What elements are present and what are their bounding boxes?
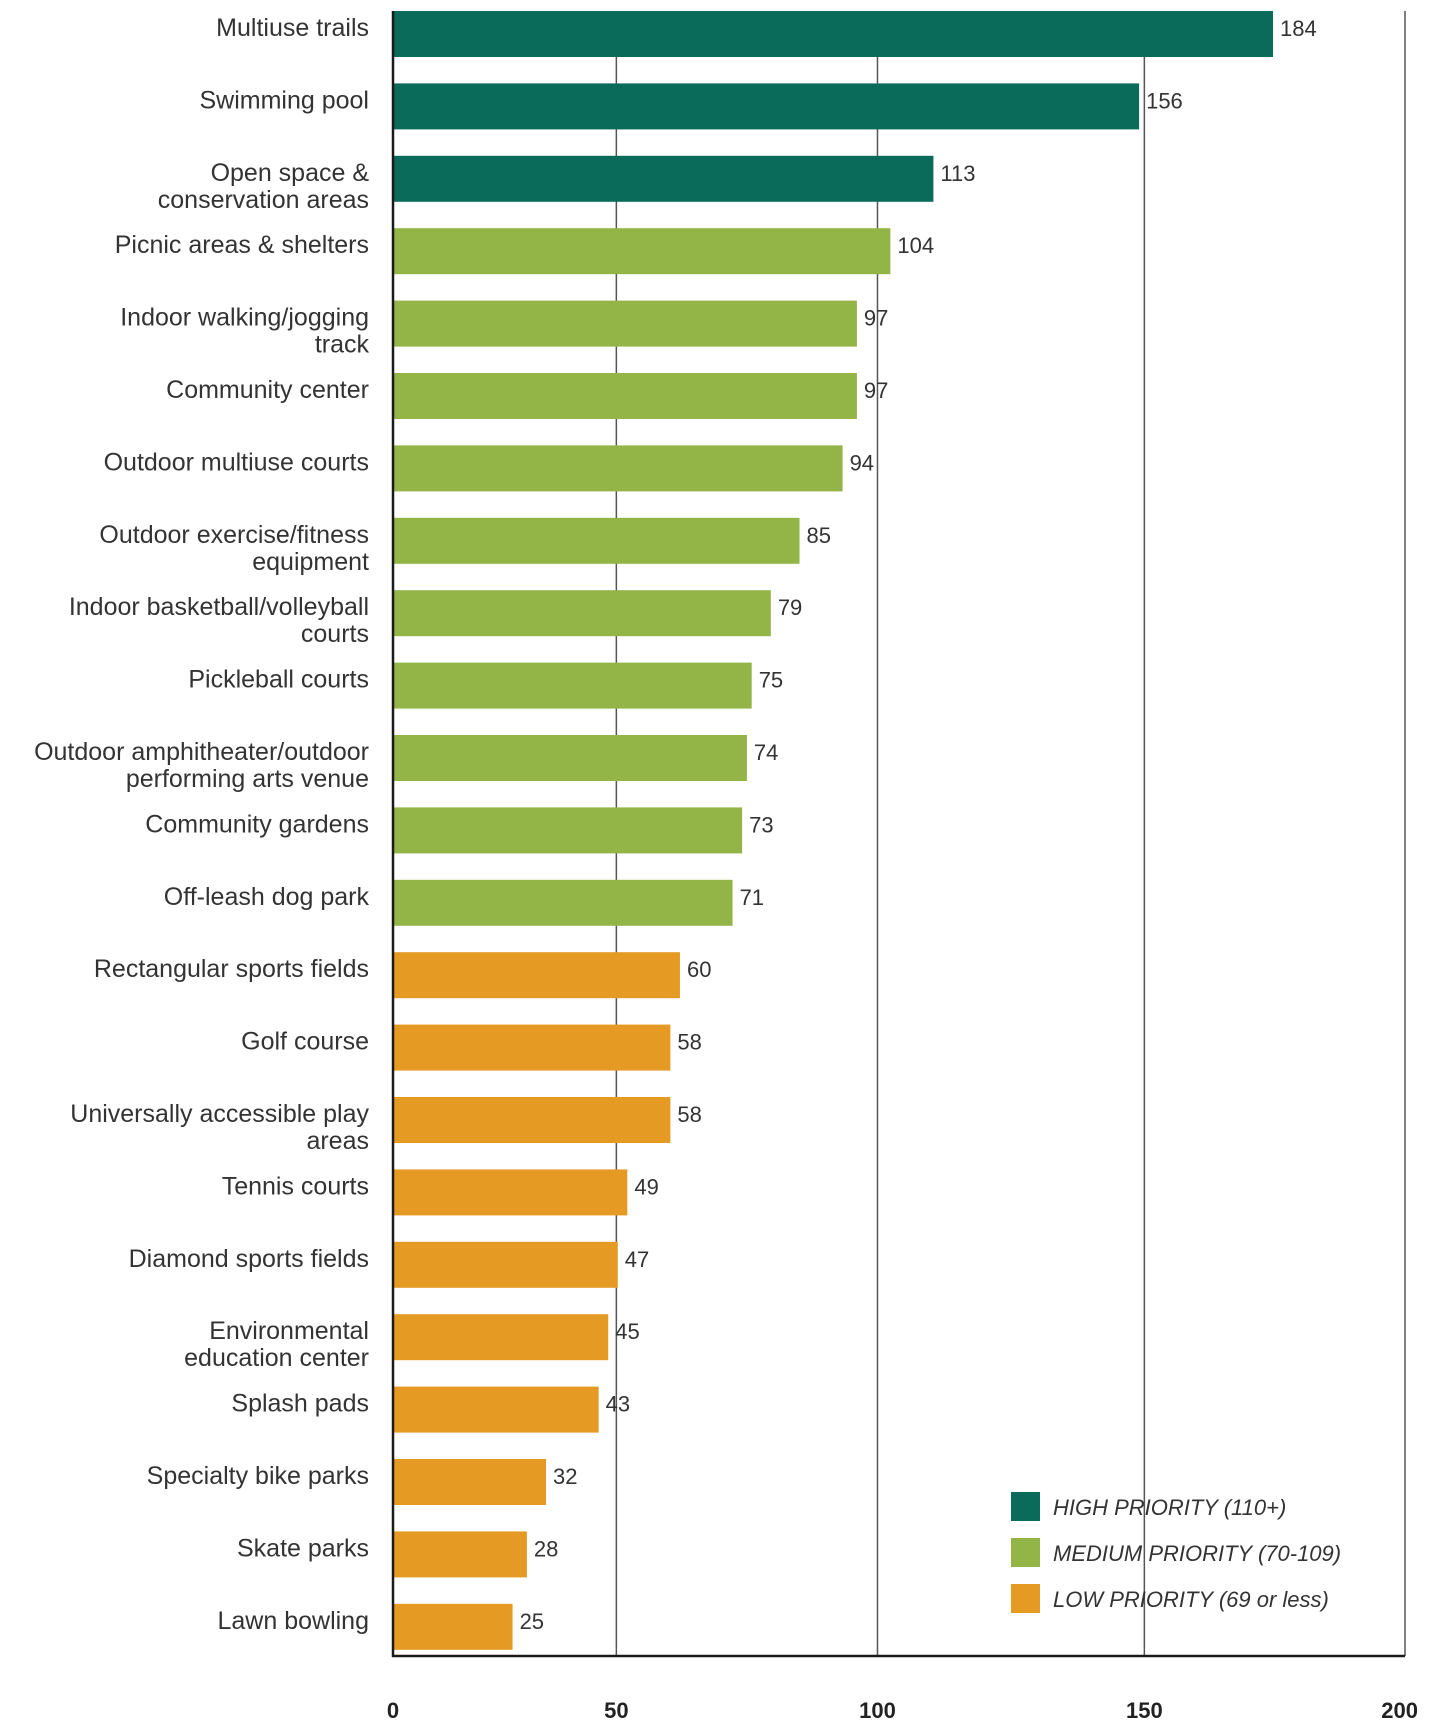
bar-19 — [393, 1314, 609, 1361]
value-label-20: 43 — [606, 1392, 630, 1417]
value-label-6: 97 — [864, 378, 888, 403]
category-label-21: Specialty bike parks — [147, 1462, 369, 1490]
legend-label-high: HIGH PRIORITY (110+) — [1053, 1495, 1286, 1520]
value-label-18: 47 — [625, 1247, 649, 1272]
bar-1 — [393, 11, 1273, 57]
category-label-20: Splash pads — [231, 1390, 369, 1418]
value-label-14: 60 — [687, 957, 711, 982]
bar-20 — [393, 1386, 599, 1433]
category-label-16: Universally accessible play areas — [70, 1100, 369, 1155]
category-label-2: Swimming pool — [199, 86, 369, 114]
legend-swatch-high — [1011, 1492, 1040, 1521]
bar-8 — [393, 517, 800, 564]
category-label-12: Community gardens — [145, 810, 369, 838]
category-label-13: Off-leash dog park — [164, 883, 370, 911]
category-label-8: Outdoor exercise/fitness equipment — [99, 521, 369, 576]
category-label-9: Indoor basketball/volleyball courts — [69, 593, 369, 648]
value-label-12: 73 — [749, 812, 773, 837]
bar-11 — [393, 735, 747, 781]
legend-label-low: LOW PRIORITY (69 or less) — [1053, 1587, 1329, 1612]
bar-23 — [393, 1603, 513, 1650]
bar-13 — [393, 879, 733, 926]
value-label-22: 28 — [534, 1536, 558, 1561]
bar-5 — [393, 300, 857, 347]
x-tick-label-50: 50 — [604, 1698, 628, 1723]
bar-12 — [393, 807, 743, 854]
bar-15 — [393, 1024, 671, 1071]
labels: 184 Multiuse trails 156 Swimming pool 113 Ope… — [34, 14, 1317, 1635]
category-label-6: Community center — [166, 376, 369, 404]
value-label-10: 75 — [759, 668, 783, 693]
legend: HIGH PRIORITY (110+) MEDIUM PRIORITY (70-… — [1011, 1492, 1341, 1613]
legend-swatch-medium — [1011, 1538, 1040, 1567]
bar-7 — [393, 445, 843, 492]
value-label-2: 156 — [1146, 88, 1183, 113]
value-label-15: 58 — [677, 1030, 701, 1055]
value-label-1: 184 — [1280, 16, 1317, 41]
category-label-4: Picnic areas & shelters — [115, 231, 369, 259]
value-label-13: 71 — [740, 885, 764, 910]
value-label-4: 104 — [897, 233, 934, 258]
bar-17 — [393, 1169, 628, 1216]
x-tick-label-0: 0 — [387, 1698, 399, 1723]
axes: 0 50 100 150 200 — [387, 11, 1418, 1723]
category-label-18: Diamond sports fields — [129, 1245, 369, 1273]
category-label-1: Multiuse trails — [216, 14, 369, 42]
value-label-16: 58 — [677, 1102, 701, 1127]
bar-14 — [393, 952, 680, 999]
category-label-3: Open space & conservation areas — [158, 159, 370, 214]
value-label-8: 85 — [807, 523, 831, 548]
category-label-22: Skate parks — [237, 1534, 369, 1562]
value-label-3: 113 — [940, 161, 975, 186]
legend-label-medium: MEDIUM PRIORITY (70-109) — [1053, 1541, 1341, 1566]
value-label-23: 25 — [520, 1609, 544, 1634]
value-label-17: 49 — [634, 1174, 658, 1199]
category-label-17: Tennis courts — [222, 1172, 369, 1200]
category-label-19: Environmental education center — [184, 1317, 369, 1372]
value-label-19: 45 — [615, 1319, 639, 1344]
bar-2 — [393, 83, 1140, 130]
bar-22 — [393, 1531, 527, 1578]
bar-18 — [393, 1241, 618, 1288]
bar-3 — [393, 155, 934, 202]
value-label-5: 97 — [864, 306, 888, 331]
value-label-7: 94 — [850, 450, 874, 475]
category-label-15: Golf course — [241, 1028, 369, 1056]
bar-6 — [393, 373, 857, 419]
bar-10 — [393, 662, 752, 709]
legend-swatch-low — [1011, 1584, 1040, 1613]
category-label-14: Rectangular sports fields — [94, 955, 369, 983]
bar-16 — [393, 1097, 671, 1143]
value-label-21: 32 — [553, 1464, 577, 1489]
category-label-23: Lawn bowling — [218, 1607, 370, 1635]
category-label-5: Indoor walking/jogging track — [120, 304, 369, 359]
value-label-11: 74 — [754, 740, 778, 765]
category-label-11: Outdoor amphitheater/outdoor performing a… — [34, 738, 369, 793]
x-tick-label-200: 200 — [1381, 1698, 1418, 1723]
category-label-10: Pickleball courts — [188, 666, 369, 694]
value-label-9: 79 — [778, 595, 802, 620]
bar-4 — [393, 228, 891, 275]
bars — [393, 11, 1273, 1650]
category-label-7: Outdoor multiuse courts — [104, 448, 369, 476]
x-tick-label-150: 150 — [1126, 1698, 1163, 1723]
bar-9 — [393, 590, 771, 637]
bar-21 — [393, 1459, 547, 1505]
x-tick-label-100: 100 — [859, 1698, 896, 1723]
